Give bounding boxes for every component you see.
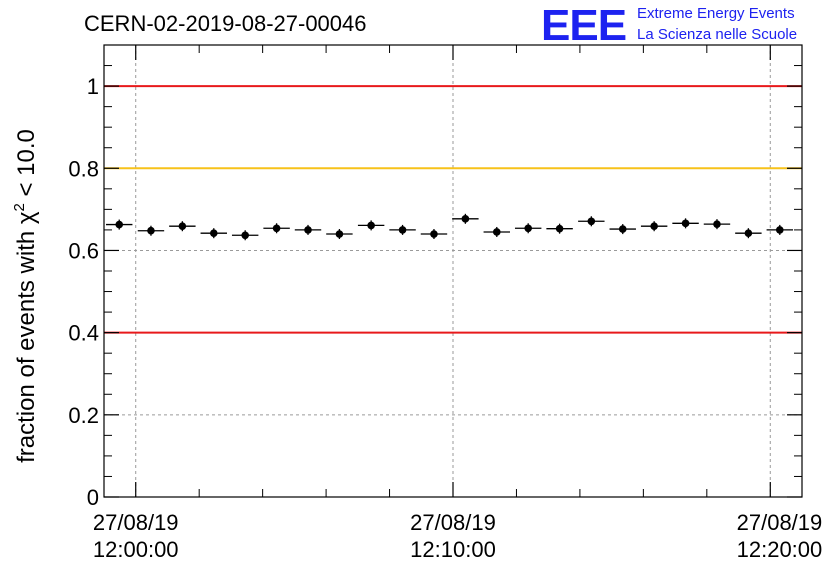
point-marker [398, 226, 407, 234]
data-point [514, 223, 542, 234]
point-marker [492, 228, 501, 236]
point-marker [618, 225, 627, 233]
data-point [231, 230, 259, 241]
data-point [766, 224, 794, 235]
data-point [483, 226, 510, 237]
point-marker [367, 221, 375, 230]
data-point [200, 228, 227, 239]
y-tick-label: 0.2 [68, 403, 99, 428]
data-point [357, 220, 385, 231]
data-point [578, 216, 605, 227]
point-marker [209, 229, 218, 237]
grid-lines [104, 45, 802, 497]
point-marker [744, 229, 753, 237]
point-marker [272, 224, 281, 233]
data-point [640, 221, 668, 232]
data-point [326, 229, 353, 240]
data-point [263, 223, 290, 234]
point-marker [115, 220, 124, 229]
x-tick-time: 12:00:00 [93, 537, 179, 562]
point-marker [461, 215, 470, 223]
data-point [546, 223, 573, 234]
point-marker [178, 222, 187, 231]
x-tick-time: 12:20:00 [737, 537, 823, 562]
x-tick-date: 27/08/19 [93, 510, 179, 535]
data-point [106, 219, 133, 230]
point-marker [713, 220, 721, 228]
y-axis-title-prefix: fraction of events with [13, 224, 40, 463]
data-point [169, 221, 196, 232]
point-marker [304, 226, 312, 234]
y-axis-ticks: 0 0.2 0.4 0.6 0.8 1 [68, 44, 802, 510]
y-tick-label: 0.8 [68, 156, 99, 181]
y-axis-title-suffix: < 10.0 [13, 129, 40, 203]
point-marker [650, 222, 658, 231]
data-point [137, 225, 165, 236]
data-point [672, 218, 699, 229]
logo-line-1: Extreme Energy Events [637, 5, 795, 22]
point-marker [524, 224, 532, 233]
run-title: CERN-02-2019-08-27-00046 [84, 11, 367, 36]
point-marker [335, 230, 344, 238]
reference-lines [104, 85, 802, 334]
eee-logo: EEE [541, 1, 626, 50]
y-axis-title: fraction of events with χ2 < 10.0 [11, 129, 40, 463]
data-point [609, 224, 636, 235]
data-points [106, 213, 794, 241]
logo-line-2: La Scienza nelle Scuole [637, 26, 797, 43]
data-point [452, 213, 479, 224]
point-marker [147, 226, 155, 235]
data-point [735, 228, 762, 239]
point-marker [555, 224, 564, 233]
data-point [703, 219, 731, 230]
point-marker [681, 219, 690, 228]
data-point [294, 224, 322, 235]
data-point [389, 224, 416, 235]
data-point [420, 229, 448, 240]
y-tick-label: 0.4 [68, 321, 99, 346]
y-tick-label: 1 [87, 74, 99, 99]
point-marker [775, 226, 784, 234]
y-tick-label: 0 [87, 485, 99, 510]
point-marker [241, 231, 249, 240]
y-axis-title-symbol: χ [13, 211, 40, 224]
x-tick-date: 27/08/19 [410, 510, 496, 535]
point-marker [587, 217, 596, 226]
y-tick-label: 0.6 [68, 238, 99, 263]
point-marker [430, 230, 438, 238]
x-axis-ticks: 27/08/1912:00:0027/08/1912:10:0027/08/19… [93, 45, 822, 562]
x-tick-time: 12:10:00 [410, 537, 496, 562]
y-axis-title-exponent: 2 [11, 203, 28, 211]
x-tick-date: 27/08/19 [737, 510, 823, 535]
